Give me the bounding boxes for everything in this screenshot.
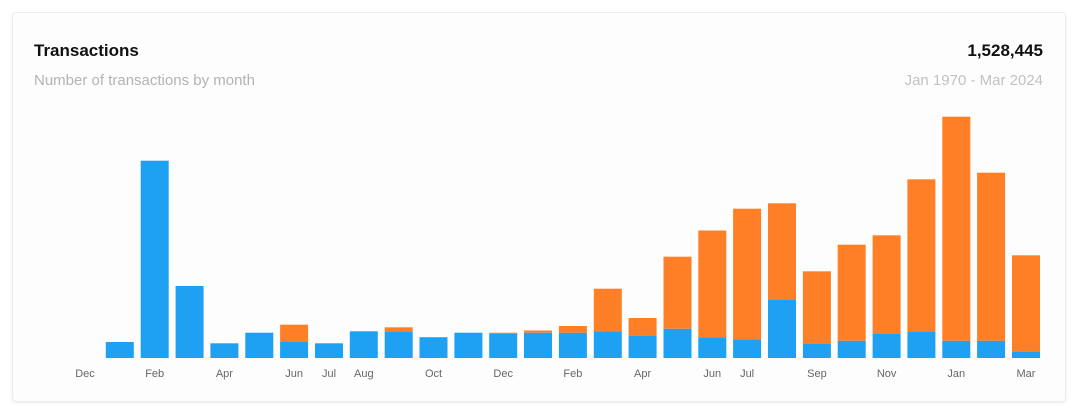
- x-tick-label-21: Sep: [807, 368, 827, 380]
- bar-series-a-18[interactable]: [698, 337, 727, 358]
- bar-series-a-20[interactable]: [768, 299, 796, 358]
- x-tick-label-0: Dec: [75, 368, 95, 380]
- bar-series-b-24[interactable]: [907, 179, 936, 332]
- date-range: Jan 1970 - Mar 2024: [904, 72, 1043, 89]
- card-subtitle: Number of transactions by month: [34, 72, 255, 89]
- bar-series-a-3[interactable]: [175, 286, 204, 358]
- bar-series-a-23[interactable]: [872, 334, 901, 358]
- x-tick-label-8: Aug: [354, 368, 374, 380]
- bar-series-b-19[interactable]: [733, 208, 762, 340]
- x-tick-label-7: Jul: [322, 368, 336, 380]
- x-tick-label-19: Jul: [740, 368, 754, 380]
- bar-series-a-1[interactable]: [105, 342, 134, 358]
- bar-series-b-12[interactable]: [489, 332, 518, 334]
- x-axis-ticks: Dec Feb Apr Jun Jul Aug Oct Dec Feb Apr Jun Jul Sep N…: [75, 368, 1036, 380]
- bar-series-a-17[interactable]: [663, 328, 692, 358]
- x-tick-label-14: Feb: [563, 368, 582, 380]
- bar-series-b-17[interactable]: [663, 256, 692, 329]
- bar-series-a-5[interactable]: [245, 332, 274, 358]
- bar-series-b-16[interactable]: [628, 318, 657, 336]
- bar-series-b-15[interactable]: [593, 288, 622, 332]
- bar-series-a-11[interactable]: [454, 332, 483, 358]
- bar-series-b-23[interactable]: [872, 235, 901, 334]
- bars-group: [105, 116, 1040, 358]
- x-tick-label-6: Jun: [285, 368, 303, 380]
- bar-series-a-2[interactable]: [140, 160, 169, 358]
- bar-series-b-9[interactable]: [384, 327, 413, 332]
- x-tick-label-25: Jan: [947, 368, 965, 380]
- bar-series-b-14[interactable]: [558, 326, 587, 333]
- x-tick-label-2: Feb: [145, 368, 164, 380]
- bar-series-a-25[interactable]: [942, 340, 971, 358]
- bar-series-a-26[interactable]: [977, 340, 1006, 358]
- x-tick-label-12: Dec: [493, 368, 513, 380]
- bar-series-a-10[interactable]: [419, 337, 448, 358]
- bar-series-a-15[interactable]: [593, 331, 622, 358]
- x-tick-label-16: Apr: [634, 368, 651, 380]
- bar-series-a-14[interactable]: [558, 332, 587, 358]
- bar-series-a-16[interactable]: [628, 335, 657, 358]
- card-title: Transactions: [34, 41, 139, 60]
- bar-series-a-19[interactable]: [733, 339, 762, 358]
- bar-series-a-7[interactable]: [315, 343, 343, 358]
- bar-series-b-27[interactable]: [1012, 255, 1040, 352]
- bar-series-a-6[interactable]: [280, 342, 309, 358]
- bar-series-b-26[interactable]: [977, 172, 1006, 341]
- bar-series-b-13[interactable]: [524, 330, 552, 333]
- bar-series-b-21[interactable]: [802, 271, 831, 344]
- x-tick-label-10: Oct: [425, 368, 442, 380]
- x-tick-label-18: Jun: [703, 368, 721, 380]
- bar-series-a-21[interactable]: [802, 343, 831, 358]
- x-tick-label-23: Nov: [877, 368, 897, 380]
- bar-series-b-25[interactable]: [942, 116, 971, 341]
- bar-series-b-22[interactable]: [837, 244, 866, 341]
- bar-series-a-13[interactable]: [524, 332, 552, 358]
- transactions-total: 1,528,445: [967, 41, 1043, 60]
- bar-series-a-4[interactable]: [210, 343, 239, 358]
- bar-series-a-12[interactable]: [489, 334, 518, 358]
- x-tick-label-27: Mar: [1017, 368, 1036, 380]
- bar-series-b-18[interactable]: [698, 230, 727, 338]
- bar-series-a-27[interactable]: [1012, 351, 1040, 358]
- x-tick-label-4: Apr: [216, 368, 233, 380]
- bar-series-a-24[interactable]: [907, 331, 936, 358]
- bar-series-a-8[interactable]: [349, 331, 378, 358]
- bar-series-b-20[interactable]: [768, 203, 796, 300]
- bar-series-b-6[interactable]: [280, 324, 309, 342]
- bar-series-a-9[interactable]: [384, 331, 413, 358]
- bar-series-a-22[interactable]: [837, 340, 866, 358]
